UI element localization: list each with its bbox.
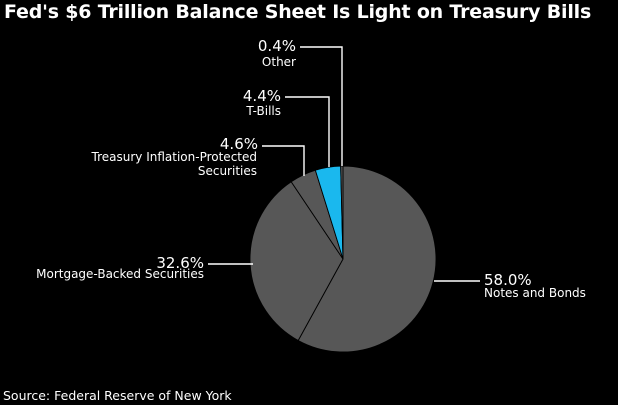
chart-title: Fed's $6 Trillion Balance Sheet Is Light… bbox=[4, 1, 592, 23]
category-label-treasury-inflation-protected-securities: Securities bbox=[198, 164, 257, 178]
category-label-mortgage-backed-securities: Mortgage-Backed Securities bbox=[36, 267, 204, 281]
category-label-treasury-inflation-protected-securities: Treasury Inflation-Protected bbox=[91, 150, 257, 164]
value-label-mortgage-backed-securities: 32.6% bbox=[156, 254, 204, 272]
leader-line-other bbox=[300, 46, 343, 166]
source-note: Source: Federal Reserve of New York bbox=[3, 388, 232, 403]
value-label-notes-and-bonds: 58.0% bbox=[484, 271, 532, 289]
value-label-treasury-inflation-protected-securities: 4.6% bbox=[220, 135, 258, 153]
pie-slice-mortgage-backed-securities bbox=[249, 181, 344, 342]
value-label-other: 0.4% bbox=[258, 37, 296, 55]
category-label-t-bills: T-Bills bbox=[245, 104, 281, 118]
category-label-notes-and-bonds: Notes and Bonds bbox=[484, 286, 586, 300]
category-label-other: Other bbox=[262, 55, 296, 69]
leader-line-t-bills bbox=[285, 96, 330, 167]
leader-line-treasury-inflation-protected-securities bbox=[262, 145, 305, 176]
pie-slice-other bbox=[340, 165, 344, 260]
value-label-t-bills: 4.4% bbox=[243, 87, 281, 105]
pie-slice-notes-and-bonds bbox=[297, 165, 437, 353]
